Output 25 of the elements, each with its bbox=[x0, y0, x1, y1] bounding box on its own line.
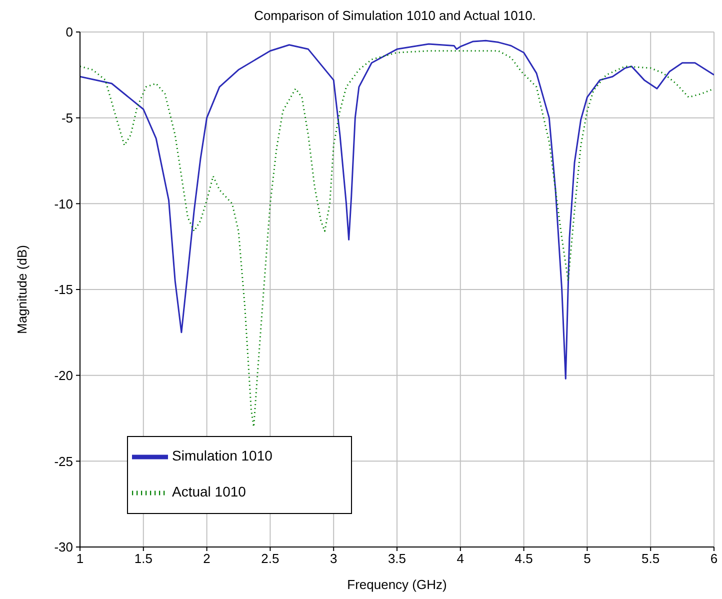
x-tick-label: 1 bbox=[76, 551, 84, 566]
x-axis-title: Frequency (GHz) bbox=[347, 577, 447, 592]
x-tick-label: 5.5 bbox=[642, 551, 660, 566]
legend-label: Simulation 1010 bbox=[172, 448, 272, 464]
x-tick-label: 1.5 bbox=[134, 551, 152, 566]
y-tick-label: -20 bbox=[54, 368, 73, 383]
y-tick-label: -25 bbox=[54, 454, 73, 469]
x-tick-label: 2.5 bbox=[261, 551, 280, 566]
line-series bbox=[80, 40, 714, 380]
x-tick-label: 4 bbox=[456, 551, 464, 566]
chart-title: Comparison of Simulation 1010 and Actual 1010. bbox=[253, 8, 537, 24]
legend-label: Actual 1010 bbox=[172, 484, 246, 500]
y-tick-label: -15 bbox=[54, 282, 73, 298]
x-tick-label: 6 bbox=[710, 551, 718, 566]
x-tick-label: 5 bbox=[584, 551, 591, 566]
y-axis-title: Magnitude (dB) bbox=[14, 245, 30, 334]
y-tick-label: -30 bbox=[54, 540, 73, 555]
y-tick-label: 0 bbox=[66, 24, 73, 40]
x-tick-label: 3 bbox=[330, 551, 338, 566]
y-tick-label: -5 bbox=[61, 110, 73, 126]
x-tick-label: 4.5 bbox=[514, 551, 533, 566]
y-tick-label: -10 bbox=[54, 196, 73, 212]
line-series bbox=[80, 50, 714, 428]
x-tick-label: 2 bbox=[203, 551, 210, 566]
x-tick-label: 3.5 bbox=[388, 551, 406, 566]
